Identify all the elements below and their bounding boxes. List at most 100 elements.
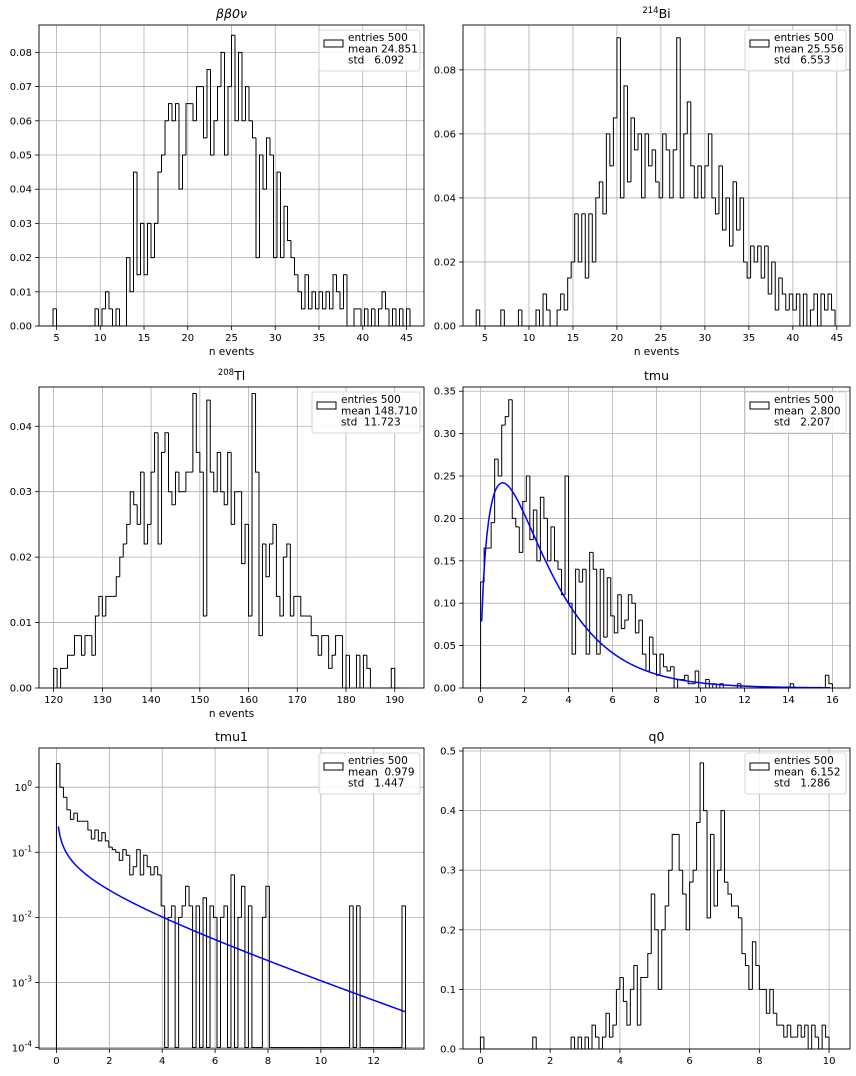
histogram-bin (168, 103, 172, 121)
histogram-bin (244, 886, 249, 1049)
histogram-bin (300, 596, 305, 617)
histogram-bin (216, 917, 221, 1049)
histogram-bin (703, 762, 708, 812)
fit-curve (57, 826, 406, 1013)
x-tick-label: 8 (653, 695, 659, 706)
histogram-bin (56, 308, 60, 327)
histogram-bin (90, 829, 95, 840)
x-tick-label: 12 (738, 695, 751, 706)
plot-frame (462, 24, 851, 327)
histogram-bin (279, 596, 284, 617)
histogram-bin (381, 291, 386, 309)
histogram-bin (799, 293, 804, 327)
histogram-bin (503, 309, 508, 327)
y-tick-label: 0.04 (10, 422, 32, 433)
x-tick-label: 2 (547, 1056, 553, 1067)
histogram-bin (539, 309, 544, 327)
histogram-bin (62, 787, 67, 798)
x-axis-label: n events (209, 708, 254, 720)
histogram-bin (67, 654, 71, 669)
histogram-bin (196, 86, 200, 121)
histogram-bin (575, 568, 580, 655)
x-tick-label: 6 (212, 1056, 218, 1067)
y-tick-label: 0.05 (434, 641, 456, 652)
histogram-bin (661, 929, 666, 990)
x-tick-label: 35 (313, 333, 326, 344)
y-tick-label: 0.10 (434, 599, 456, 610)
histogram-bin (174, 905, 179, 1049)
histogram-bin (560, 293, 565, 310)
histogram-bin (268, 886, 273, 1049)
histogram-bin (591, 1024, 596, 1049)
histogram-bin (101, 596, 106, 617)
histogram-bin (504, 416, 509, 426)
histogram-bin (192, 103, 197, 122)
plot-frame (38, 386, 425, 689)
histogram-bin (216, 451, 221, 492)
histogram-bin (751, 941, 756, 990)
x-tick-label: 16 (826, 695, 839, 706)
histogram-bin (255, 137, 260, 259)
panel-1: 5 10 15 20 25 30 35 40 45 0.00 0.02 0.04 0.06 0.08 214… (434, 6, 851, 358)
histogram-bin (308, 274, 312, 310)
histogram-bin (553, 526, 558, 562)
histogram-bin (234, 491, 239, 525)
histogram-bin (679, 37, 684, 199)
histogram-bin (678, 834, 683, 871)
x-tick-label: 120 (44, 695, 63, 706)
histogram-bin (252, 120, 256, 139)
histogram-bin (494, 458, 499, 523)
histogram-bin (598, 1037, 603, 1050)
legend-line: std 6.553 (774, 55, 830, 67)
histogram-bin (809, 309, 814, 326)
panel-0: 5 10 15 20 25 30 35 40 45 0.00 0.01 0.02 0.03 0.04 0.0… (10, 6, 425, 358)
histogram-bin (87, 821, 92, 831)
histogram-bin (55, 763, 60, 1049)
histogram-bin (209, 905, 214, 1048)
legend-line: mean 6.152 (774, 766, 841, 778)
histogram-bin (108, 291, 113, 310)
histogram-bin (202, 897, 207, 1048)
histogram-bin (816, 293, 821, 327)
x-tick-label: 45 (830, 333, 843, 344)
histogram-bin (73, 635, 78, 656)
histogram-bin (374, 308, 379, 327)
histogram-bin (101, 832, 106, 841)
histogram-bin (629, 988, 634, 1026)
histogram-bin (343, 274, 347, 309)
histogram-bin (119, 556, 124, 577)
panel-2: 120 130 140 150 160 170 180 190 0.00 0.01 0.02 0.03… (10, 368, 425, 720)
histogram-bin (310, 616, 315, 637)
legend-line: mean 148.710 (341, 405, 418, 417)
x-tick-label: 40 (356, 333, 369, 344)
histogram-bin (115, 576, 120, 597)
histogram-bin (574, 1037, 579, 1050)
histogram-bin (185, 103, 190, 155)
histogram-bin (175, 103, 179, 121)
y-tick-label: 0.00 (10, 322, 32, 333)
histogram-bin (765, 989, 770, 1014)
histogram-bin (683, 133, 688, 198)
histogram-bin (668, 869, 673, 906)
histogram-bin (154, 222, 158, 258)
histogram-bin (286, 543, 291, 558)
grid-lines (463, 387, 850, 689)
histogram-bin (185, 471, 190, 492)
histogram-bin (522, 500, 527, 553)
histogram-bin (322, 291, 326, 310)
histogram-bin (69, 809, 74, 820)
histogram-bin (245, 86, 249, 121)
histogram-bin (199, 452, 204, 473)
chart-title: ββ0ν (215, 6, 247, 21)
histogram-bin (758, 965, 763, 990)
y-tick-label: 0.04 (434, 193, 456, 204)
histogram-bin (195, 393, 200, 453)
histogram-bin (325, 291, 330, 309)
histogram-bin (251, 905, 256, 1049)
histogram-bin (136, 504, 141, 525)
histogram-bin (535, 1037, 540, 1050)
histogram-bin (182, 154, 186, 190)
histogram-bin (195, 905, 200, 1048)
histogram-bin (707, 133, 712, 166)
histogram-bin (223, 491, 228, 506)
